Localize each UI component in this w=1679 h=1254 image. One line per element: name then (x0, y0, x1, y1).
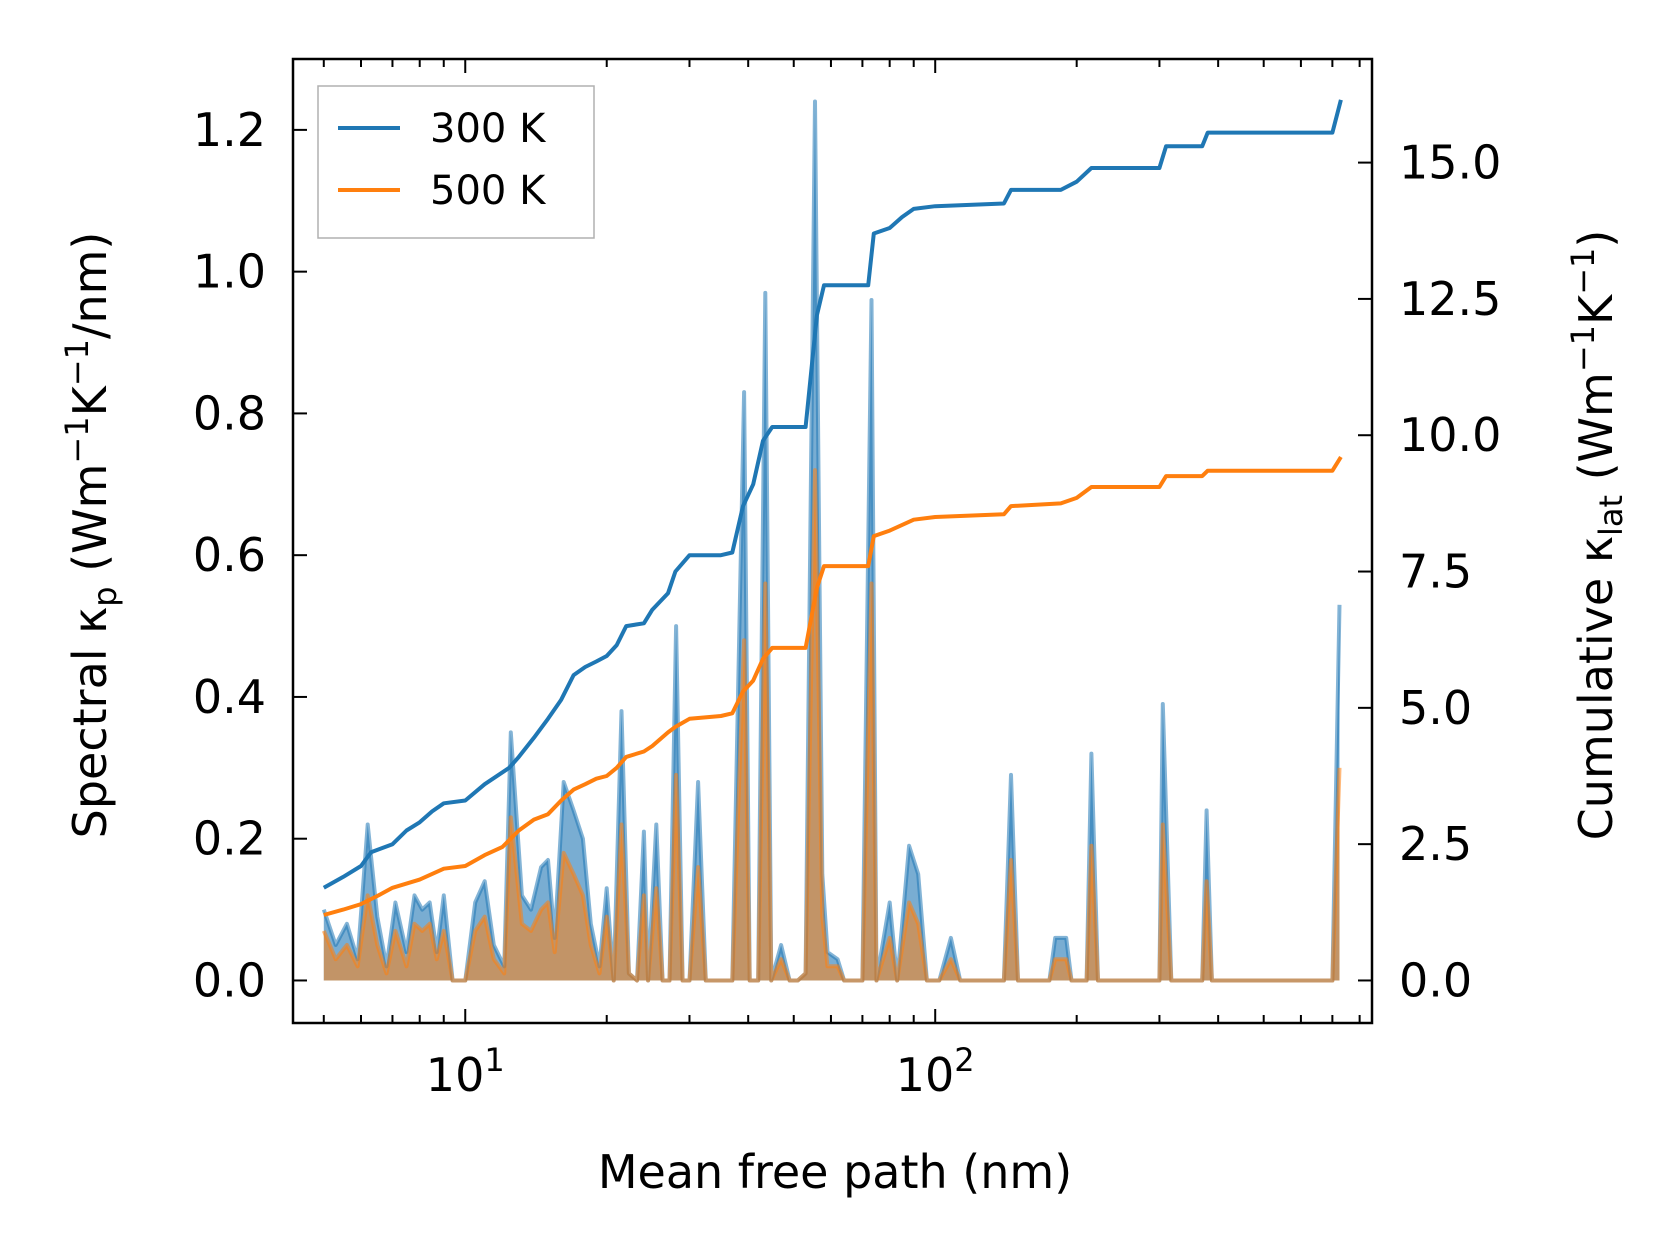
x-tick-base: 10 (896, 1048, 955, 1102)
y-right-tick-label: 7.5 (1399, 545, 1472, 599)
legend-label-500k: 500 K (430, 168, 547, 214)
y-right-tick-label: 0.0 (1399, 953, 1472, 1007)
y-left-tick-label: 1.0 (193, 245, 266, 299)
x-tick-base: 10 (426, 1048, 485, 1102)
y-left-tick-label: 0.2 (193, 812, 266, 866)
y-axis-left-title: Spectral κp (Wm−1K−1/nm) (58, 232, 124, 839)
legend-label-300k: 300 K (430, 106, 547, 152)
y-left-tick-label: 1.2 (193, 103, 266, 157)
spectral-line-1 (321, 468, 1342, 983)
y-left-tick-label: 0.4 (193, 670, 266, 724)
y-axis-right-title: Cumulative κlat (Wm−1K−1) (1564, 230, 1630, 841)
y-left-tick-label: 0.6 (193, 528, 266, 582)
y-left-tick-label: 0.0 (193, 953, 266, 1007)
x-axis: 101 102 (322, 59, 1361, 1102)
y-axis-left: 0.0 0.2 0.4 0.6 0.8 1.0 1.2 (193, 103, 307, 1007)
cumulative-line-0 (322, 99, 1343, 890)
cumulative-line-1 (323, 455, 1343, 917)
y-right-tick-label: 10.0 (1399, 408, 1501, 462)
y-right-tick-label: 12.5 (1399, 272, 1501, 326)
cumulative-lines (322, 99, 1343, 917)
x-tick-exp: 1 (484, 1041, 504, 1079)
y-left-tick-label: 0.8 (193, 386, 266, 440)
y-right-title-sub: lat (1592, 495, 1630, 536)
x-tick-label: 101 (426, 1041, 505, 1102)
x-axis-title: Mean free path (nm) (598, 1145, 1072, 1199)
y-axis-right: 0.0 2.5 5.0 7.5 10.0 12.5 15.0 (1358, 136, 1501, 1007)
y-right-tick-label: 2.5 (1399, 817, 1472, 871)
y-left-title-sub: p (86, 586, 124, 606)
legend: 300 K 500 K (317, 85, 595, 239)
x-tick-exp: 2 (954, 1041, 974, 1079)
plot-frame (291, 57, 1374, 1025)
x-tick-label: 102 (896, 1041, 975, 1102)
spectral-lines (321, 99, 1342, 983)
y-right-tick-label: 15.0 (1399, 136, 1501, 190)
legend-box (317, 85, 595, 239)
y-right-tick-label: 5.0 (1399, 681, 1472, 735)
